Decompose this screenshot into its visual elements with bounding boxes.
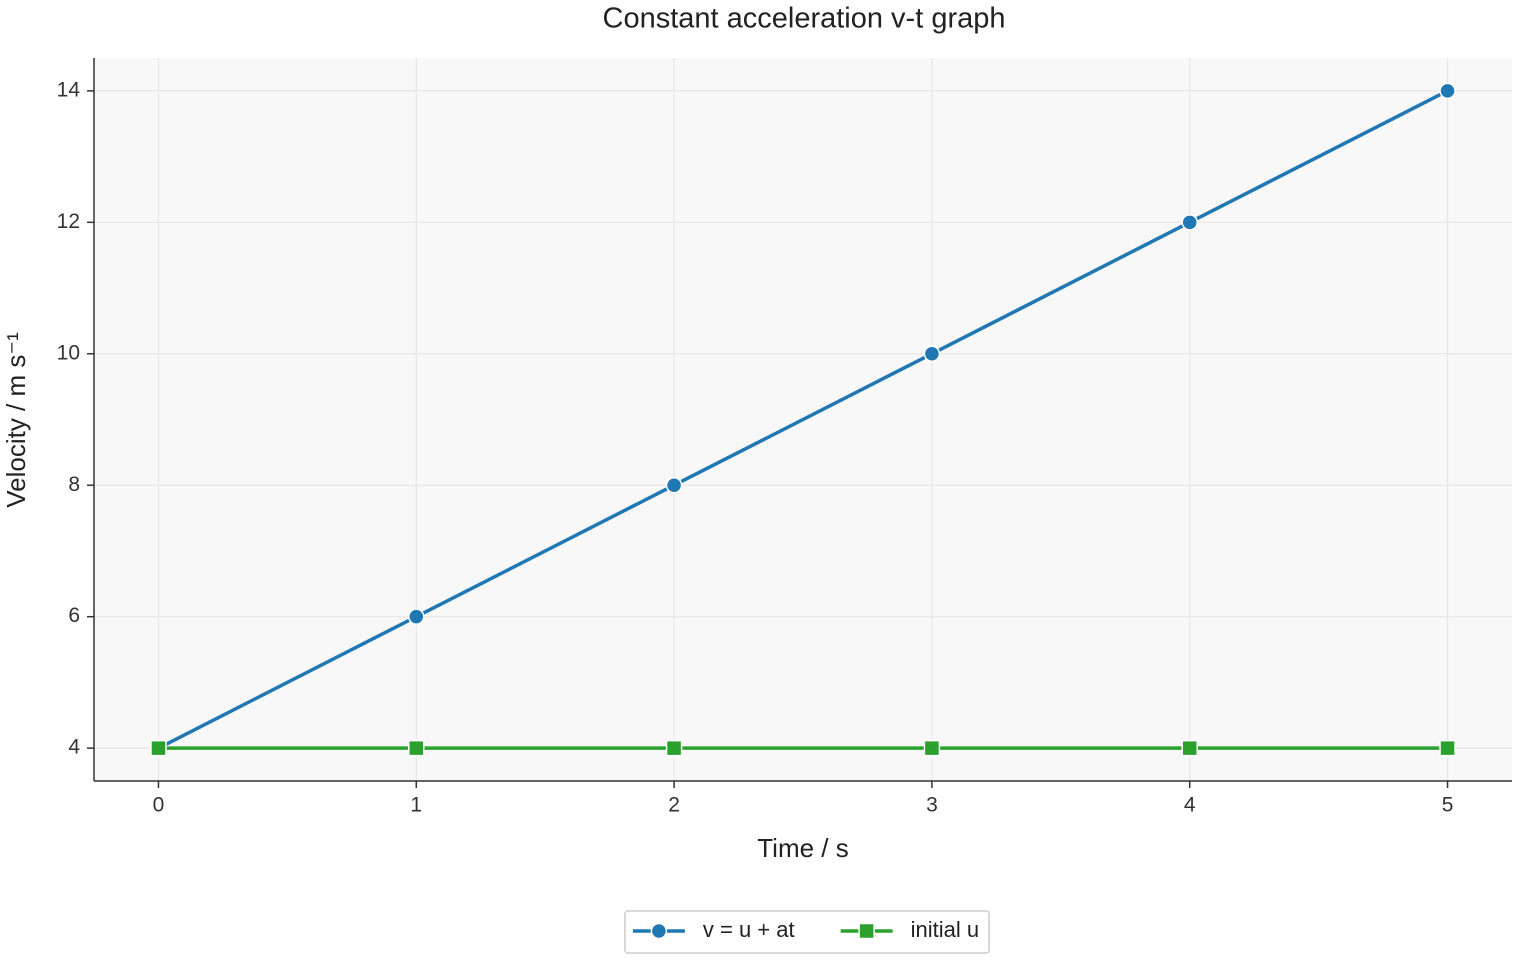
- x-tick-label: 4: [1184, 794, 1196, 817]
- legend: v = u + at initial u: [624, 910, 990, 954]
- x-tick-label: 3: [926, 794, 938, 817]
- marker: [665, 739, 683, 757]
- marker: [150, 739, 167, 757]
- x-tick-label: 0: [153, 794, 165, 817]
- y-tick-label: 4: [68, 736, 80, 759]
- y-axis-label: Velocity / m s⁻¹: [1, 332, 31, 508]
- y-tick-label: 8: [68, 473, 80, 496]
- legend-label: v = u + at: [703, 917, 795, 942]
- marker: [650, 922, 668, 940]
- marks: [150, 82, 1456, 757]
- legend-box: [624, 910, 990, 954]
- marker: [923, 739, 941, 757]
- marker: [858, 922, 875, 940]
- x-tick-label: 5: [1442, 794, 1454, 817]
- y-tick-label: 10: [57, 341, 80, 364]
- y-tick-label: 6: [68, 604, 80, 627]
- y-tick-label: 14: [57, 78, 81, 101]
- y-tick-label: 12: [57, 210, 80, 233]
- marker: [1439, 82, 1456, 100]
- marker: [665, 476, 683, 494]
- legend-label: initial u: [911, 917, 979, 942]
- marker: [1181, 739, 1198, 757]
- x-tick-label: 2: [668, 794, 680, 817]
- x-axis-label: Time / s: [757, 833, 848, 863]
- x-tick-label: 1: [410, 794, 422, 817]
- marker: [923, 345, 941, 363]
- marker: [408, 739, 425, 757]
- marker: [1181, 214, 1198, 231]
- chart-title: Constant acceleration v-t graph: [603, 3, 1006, 35]
- marker: [408, 608, 425, 625]
- series-line: [157, 89, 1449, 750]
- marker: [1439, 739, 1456, 757]
